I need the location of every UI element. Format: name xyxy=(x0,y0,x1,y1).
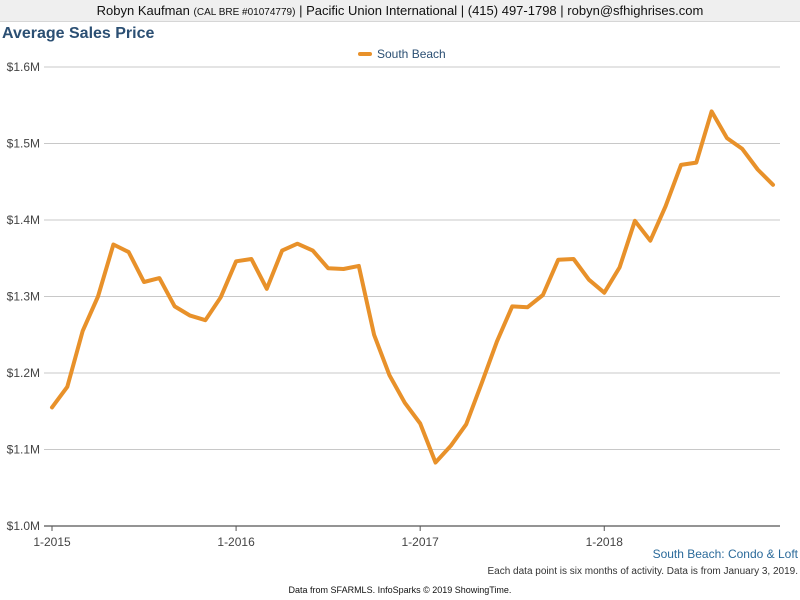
region-label: South Beach: Condo & Loft xyxy=(652,547,798,561)
legend-label: South Beach xyxy=(377,47,446,61)
header-separator: | xyxy=(460,3,465,18)
y-tick-label: $1.5M xyxy=(7,137,40,151)
y-tick-label: $1.6M xyxy=(7,60,40,74)
agent-company: Pacific Union International xyxy=(306,3,458,18)
x-tick-label: 1-2017 xyxy=(401,535,439,549)
x-tick-label: 1-2018 xyxy=(586,535,624,549)
y-tick-label: $1.1M xyxy=(7,443,40,457)
y-tick-label: $1.2M xyxy=(7,366,40,380)
y-tick-label: $1.3M xyxy=(7,290,40,304)
agent-phone: (415) 497-1798 xyxy=(467,3,557,18)
agent-name: Robyn Kaufman xyxy=(96,3,190,18)
header-separator: | xyxy=(299,3,303,18)
legend-swatch xyxy=(358,52,372,56)
agent-header-bar: Robyn Kaufman (CAL BRE #01074779) | Paci… xyxy=(0,0,800,22)
data-source: Data from SFARMLS. InfoSparks © 2019 Sho… xyxy=(288,585,512,595)
agent-email[interactable]: robyn@sfhighrises.com xyxy=(567,3,704,18)
y-tick-label: $1.0M xyxy=(7,519,40,533)
series-line-south-beach xyxy=(50,109,775,465)
data-note: Each data point is six months of activit… xyxy=(487,566,798,577)
x-tick-label: 1-2015 xyxy=(33,535,71,549)
y-tick-label: $1.4M xyxy=(7,213,40,227)
chart-legend[interactable]: South Beach xyxy=(358,46,446,62)
agent-license: (CAL BRE #01074779) xyxy=(193,7,296,18)
header-separator: | xyxy=(560,3,564,18)
chart-title: Average Sales Price xyxy=(2,25,155,42)
x-tick-label: 1-2016 xyxy=(217,535,255,549)
